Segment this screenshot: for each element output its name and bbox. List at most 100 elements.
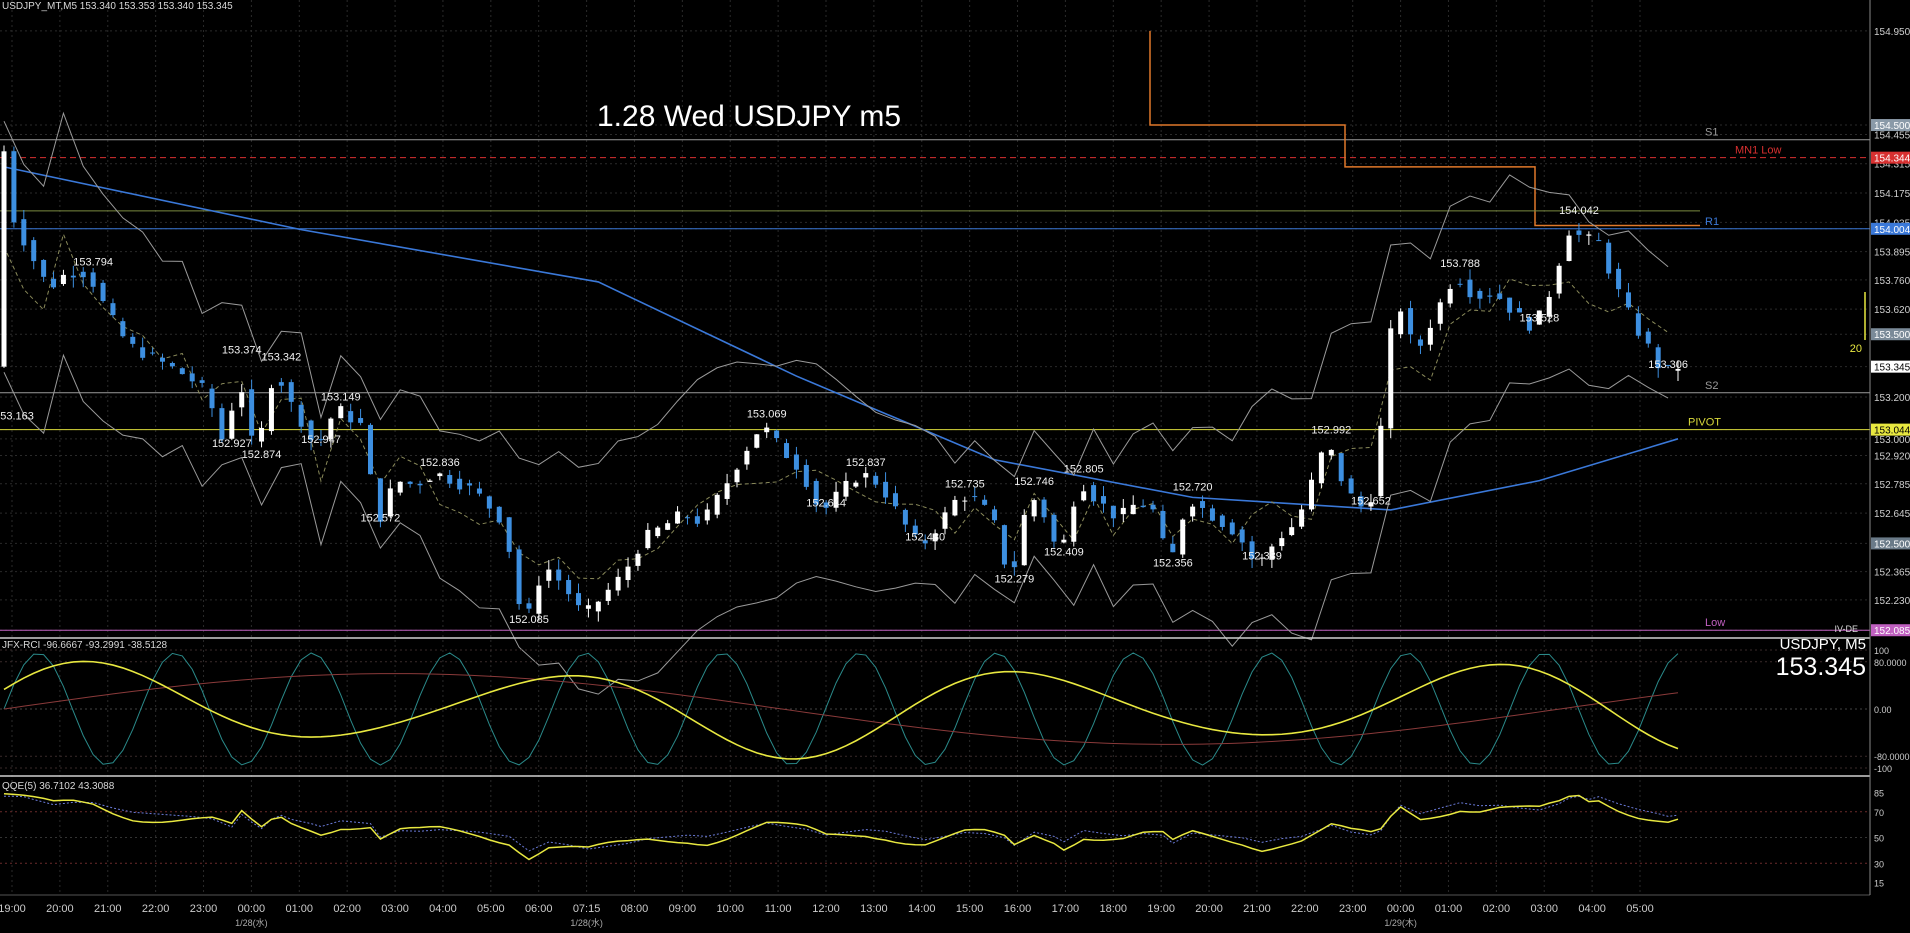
x-tick-label: 15:00 <box>956 903 984 915</box>
level-label: R1 <box>1705 216 1719 228</box>
candle-body <box>744 450 750 465</box>
candle-body <box>1645 331 1651 344</box>
candle-body <box>427 480 433 482</box>
symbol-header: USDJPY_MT,M5 153.340 153.353 153.340 153… <box>2 1 233 12</box>
candle-body <box>1655 347 1661 369</box>
x-tick-label: 05:00 <box>1626 903 1654 915</box>
x-tick-label: 11:00 <box>765 903 792 915</box>
sub-panels: 100 80.0000 0.00 -80.0000 -100 85 70 50 30 15 <box>0 0 1910 896</box>
y-tick-label: 154.950 <box>1874 27 1910 38</box>
price-tag <box>1871 624 1910 637</box>
x-tick-label: 17:00 <box>1052 903 1080 915</box>
candle-body <box>1318 452 1324 484</box>
price-annotation: 152.085 <box>509 614 549 626</box>
price-tag-label: 154.344 <box>1874 154 1910 165</box>
candle-body <box>239 392 245 408</box>
level-lines: S1 MN1 Low R1 S2 PIVOT Low <box>0 30 1870 631</box>
candle-body <box>1338 453 1344 482</box>
candle-body <box>1140 505 1146 508</box>
x-tick-label: 19:00 <box>0 903 26 915</box>
candle-body <box>189 373 195 382</box>
x-tick-label: 10:00 <box>716 903 744 915</box>
rci-fast-line <box>3 652 1679 766</box>
marker-text: IV-DE <box>1834 624 1858 634</box>
y-tick-label: 153.895 <box>1874 248 1910 259</box>
price-tag-label: 154.004 <box>1874 225 1910 236</box>
rci-tick-label: -100 <box>1874 764 1892 774</box>
candle-body <box>892 493 898 507</box>
price-annotation: 152.279 <box>994 574 1034 586</box>
candle-body <box>932 533 938 542</box>
candle-body <box>288 382 294 402</box>
candle-body <box>1487 295 1493 297</box>
candle-body <box>1259 557 1265 559</box>
y-tick-label: 153.000 <box>1874 435 1910 446</box>
candle-body <box>1081 491 1087 501</box>
candle-body <box>1110 505 1116 519</box>
candle-body <box>1180 519 1186 555</box>
candle-body <box>41 259 47 277</box>
x-tick-label: 07:15 <box>573 903 601 915</box>
x-date-label: 1/28(水) <box>235 917 268 928</box>
candle-body <box>328 418 334 440</box>
candle-body <box>1616 268 1622 290</box>
x-tick-label: 21:00 <box>1243 903 1271 915</box>
price-annotation: 153.163 <box>0 411 34 423</box>
candle-body <box>1170 543 1176 553</box>
y-tick-label: 153.200 <box>1874 393 1910 404</box>
candle-body <box>1041 499 1047 518</box>
price-tag <box>1871 423 1910 436</box>
rci-slow-line <box>3 673 1679 745</box>
price-tag-label: 154.500 <box>1874 121 1910 132</box>
candle-body <box>1457 283 1463 285</box>
band-lower-line <box>3 353 1669 695</box>
price-annotation: 152.652 <box>1351 496 1391 508</box>
x-tick-label: 04:00 <box>429 903 457 915</box>
qqe-header: QQE(5) 36.7102 43.3088 <box>2 781 115 792</box>
candle-body <box>199 380 205 383</box>
rci-header: JFX-RCI -96.6667 -93.2991 -38.5128 <box>2 640 168 651</box>
price-tag <box>1871 360 1910 373</box>
level-label: MN1 Low <box>1735 145 1782 157</box>
candle-body <box>60 274 66 285</box>
rci-tick-label: -80.0000 <box>1874 752 1910 762</box>
candle-body <box>1239 529 1245 543</box>
candle-body <box>754 434 760 448</box>
qqe-tick-label: 85 <box>1874 788 1884 798</box>
candle-body <box>80 271 86 278</box>
rci-tick-label: 100 <box>1874 646 1889 656</box>
x-tick-label: 05:00 <box>477 903 505 915</box>
level-label: S2 <box>1705 380 1718 392</box>
y-tick-label: 152.230 <box>1874 596 1910 607</box>
x-tick-label: 21:00 <box>94 903 122 915</box>
x-tick-label: 04:00 <box>1578 903 1606 915</box>
price-annotation: 152.720 <box>1173 481 1213 493</box>
price-annotation: 152.746 <box>1014 476 1054 488</box>
candle-body <box>11 151 17 223</box>
candle-body <box>348 411 354 423</box>
price-annotation: 152.480 <box>905 532 945 544</box>
candle-body <box>1328 449 1334 456</box>
candle-body <box>268 388 274 432</box>
x-tick-label: 14:00 <box>908 903 936 915</box>
rci-mid-line <box>3 660 1679 760</box>
candle-body <box>1061 539 1067 543</box>
x-tick-label: 13:00 <box>860 903 888 915</box>
price-tag-label: 153.500 <box>1874 330 1910 341</box>
candle-body <box>1467 279 1473 298</box>
y-tick-label: 152.645 <box>1874 509 1910 520</box>
price-annotation: 152.356 <box>1153 558 1193 570</box>
candle-body <box>684 517 690 519</box>
candle-body <box>1447 288 1453 304</box>
candle-body <box>1596 240 1602 242</box>
candle-body <box>635 553 641 566</box>
candle-body <box>1269 546 1275 560</box>
candle-body <box>585 605 591 609</box>
candle-body <box>120 321 126 337</box>
y-tick-label: 152.785 <box>1874 480 1910 491</box>
candle-body <box>1358 496 1364 507</box>
qqe-tick-label: 50 <box>1874 834 1884 844</box>
candle-body <box>1417 339 1423 346</box>
x-tick-label: 00:00 <box>238 903 266 915</box>
